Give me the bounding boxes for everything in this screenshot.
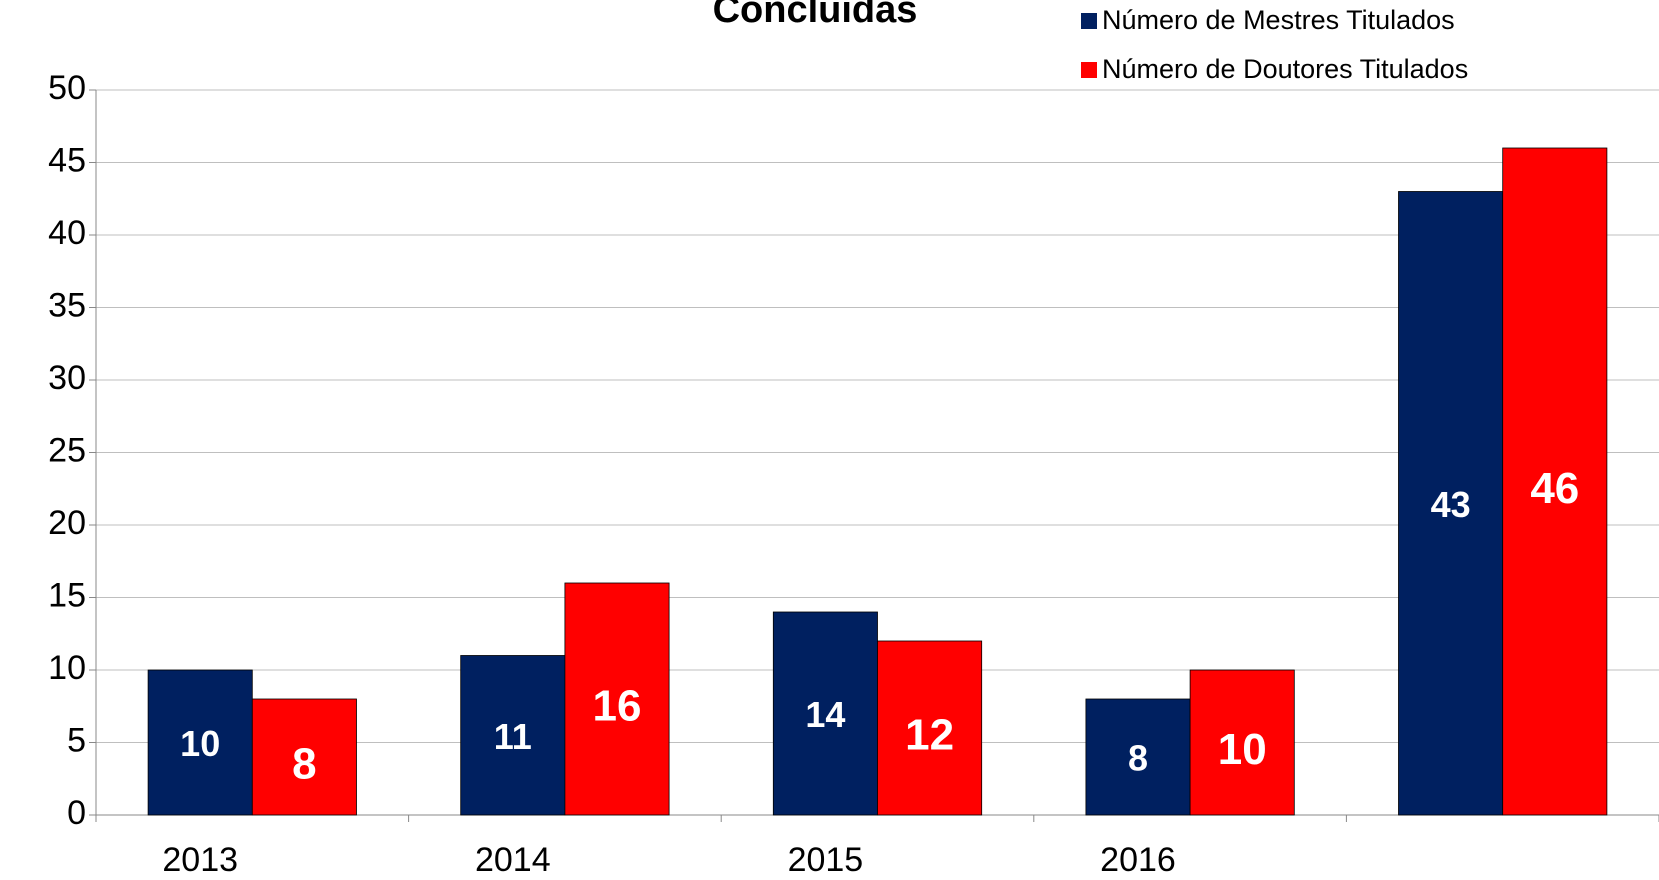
legend-label: Número de Doutores Titulados <box>1102 54 1468 84</box>
bar <box>564 582 670 816</box>
bar <box>1085 698 1191 816</box>
y-tick-label: 45 <box>48 141 86 179</box>
data-label: 14 <box>805 694 845 735</box>
y-tick-label: 50 <box>48 69 86 107</box>
legend-swatch <box>1081 62 1097 78</box>
x-tick-label: 2014 <box>475 841 551 879</box>
data-label: 8 <box>1128 738 1148 779</box>
x-tick-label: 2013 <box>162 841 238 879</box>
y-tick-label: 0 <box>67 794 86 832</box>
data-label: 10 <box>180 723 220 764</box>
y-tick-label: 10 <box>48 649 86 687</box>
bar <box>147 669 253 816</box>
y-tick-label: 30 <box>48 359 86 397</box>
y-tick-label: 5 <box>67 721 86 759</box>
bar <box>772 611 878 816</box>
data-label: 8 <box>292 740 316 789</box>
bar <box>460 655 566 816</box>
bar <box>1502 147 1608 816</box>
bar <box>877 640 983 816</box>
bar <box>1398 191 1504 816</box>
data-label: 46 <box>1530 464 1579 513</box>
y-tick-label: 40 <box>48 214 86 252</box>
bar <box>251 698 357 816</box>
chart-title: Concluídas <box>713 0 918 31</box>
y-tick-label: 35 <box>48 286 86 324</box>
y-tick-label: 20 <box>48 504 86 542</box>
legend-label: Número de Mestres Titulados <box>1102 5 1455 35</box>
y-tick-label: 15 <box>48 576 86 614</box>
data-label: 16 <box>593 682 642 731</box>
data-label: 10 <box>1218 725 1267 774</box>
data-label: 43 <box>1431 484 1471 525</box>
data-label: 11 <box>494 716 532 757</box>
data-label: 12 <box>905 711 954 760</box>
y-tick-label: 25 <box>48 431 86 469</box>
bar <box>1189 669 1295 816</box>
legend-swatch <box>1081 13 1097 29</box>
x-tick-label: 2015 <box>788 841 864 879</box>
x-tick-label: 2016 <box>1100 841 1176 879</box>
